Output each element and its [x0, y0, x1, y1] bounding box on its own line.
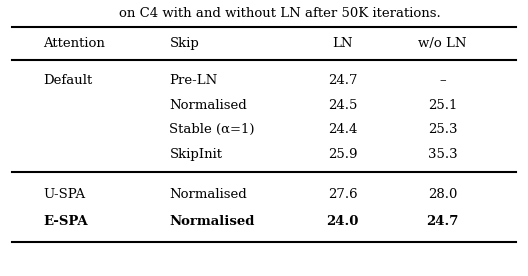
Text: Pre-LN: Pre-LN	[169, 74, 218, 87]
Text: 35.3: 35.3	[428, 148, 457, 161]
Text: 28.0: 28.0	[428, 187, 457, 200]
Text: 24.7: 24.7	[427, 215, 459, 228]
Text: –: –	[439, 74, 446, 87]
Text: E-SPA: E-SPA	[43, 215, 88, 228]
Text: U-SPA: U-SPA	[43, 187, 86, 200]
Text: 27.6: 27.6	[328, 187, 357, 200]
Text: 24.7: 24.7	[328, 74, 357, 87]
Text: Skip: Skip	[169, 37, 199, 50]
Text: Default: Default	[43, 74, 92, 87]
Text: 24.5: 24.5	[328, 99, 357, 112]
Text: Normalised: Normalised	[169, 215, 255, 228]
Text: SkipInit: SkipInit	[169, 148, 222, 161]
Text: w/o LN: w/o LN	[418, 37, 467, 50]
Text: on C4 with and without LN after 50K iterations.: on C4 with and without LN after 50K iter…	[119, 7, 441, 20]
Text: Normalised: Normalised	[169, 99, 247, 112]
Text: Attention: Attention	[43, 37, 105, 50]
Text: 25.3: 25.3	[428, 123, 457, 136]
Text: Stable (α=1): Stable (α=1)	[169, 123, 255, 136]
Text: 25.1: 25.1	[428, 99, 457, 112]
Text: 24.4: 24.4	[328, 123, 357, 136]
Text: Normalised: Normalised	[169, 187, 247, 200]
Text: LN: LN	[333, 37, 353, 50]
Text: 25.9: 25.9	[328, 148, 357, 161]
Text: 24.0: 24.0	[327, 215, 359, 228]
